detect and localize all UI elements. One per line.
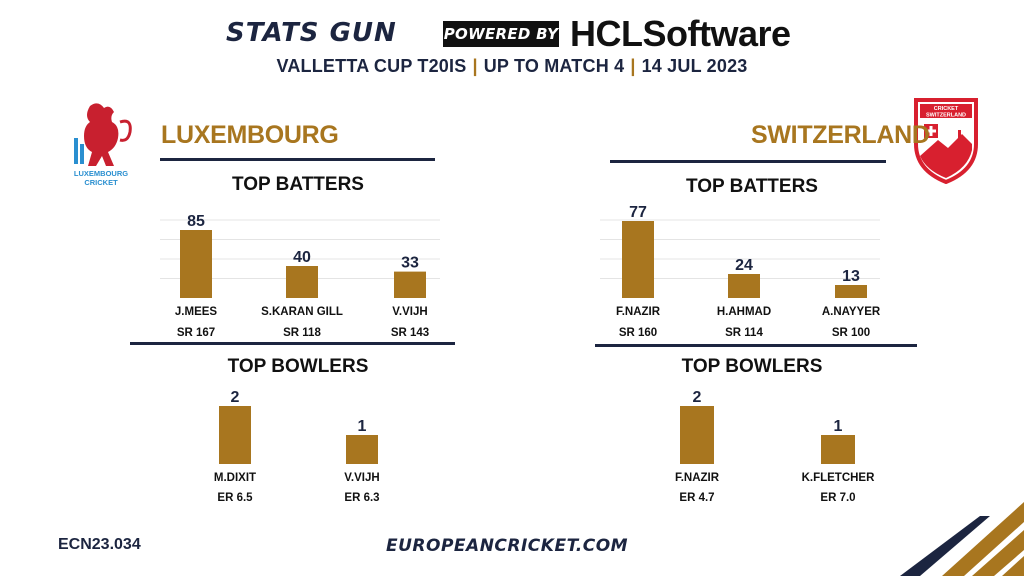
subtitle-matches: UP TO MATCH 4 [483,56,625,76]
shield-text-1: CRICKET [934,106,959,112]
rate-label: ER 4.7 [679,492,714,504]
bar [821,435,855,464]
bar [728,274,760,298]
category-label: F.NAZIR [616,306,661,318]
divider-right-top [610,160,886,163]
category-label: S.KARAN GILL [261,306,343,318]
rate-label: SR 167 [177,327,215,339]
rate-label: ER 6.5 [217,492,253,504]
category-label: V.VIJH [344,472,379,484]
bar-value-label: 77 [629,204,647,221]
team-name-luxembourg: LUXEMBOURG [161,121,339,149]
lion-crest-icon: LUXEMBOURG CRICKET [74,103,132,187]
rate-label: ER 6.3 [344,492,379,504]
subtitle-competition: VALLETTA CUP T20IS [276,56,467,76]
section-title-batters-left: TOP BATTERS [232,174,364,195]
header: STATS GUN POWERED BY HCLSoftware [0,12,1024,56]
category-label: H.AHMAD [717,306,771,318]
bar [346,435,378,464]
category-label: J.MEES [175,306,218,318]
subtitle-separator: | [630,56,636,76]
bar-value-label: 13 [842,268,860,285]
section-title-bowlers-left: TOP BOWLERS [227,356,369,377]
bar-value-label: 40 [293,249,311,266]
stats-gun-logo: STATS GUN [226,18,397,48]
bar [622,221,654,298]
hcl-software-logo: HCLSoftware [570,13,791,54]
category-label: A.NAYYER [822,306,881,318]
crest-text-1: LUXEMBOURG [74,169,128,178]
section-title-bowlers-right: TOP BOWLERS [681,356,823,377]
bar-value-label: 24 [735,257,753,274]
powered-by-badge: POWERED BY [443,21,559,47]
divider-left-mid [130,342,455,345]
shield-text-2: SWITZERLAND [926,113,966,119]
bar-value-label: 2 [693,389,702,406]
divider-left-top [160,158,435,161]
rate-label: SR 100 [832,327,870,339]
subtitle-separator: | [472,56,478,76]
rate-label: SR 114 [725,327,763,339]
bar [680,406,714,464]
divider-right-mid [595,344,917,347]
bar-value-label: 1 [358,418,367,435]
bar [394,271,426,298]
rate-label: ER 7.0 [820,492,855,504]
category-label: K.FLETCHER [802,472,876,484]
bar-value-label: 2 [231,389,240,406]
bar [835,285,867,298]
team-name-switzerland: SWITZERLAND [751,121,930,149]
page-subtitle: VALLETTA CUP T20IS | UP TO MATCH 4 | 14 JUL … [0,56,1024,77]
crest-text-2: CRICKET [84,178,118,187]
bar-value-label: 1 [834,418,843,435]
rate-label: SR 160 [619,327,657,339]
section-title-batters-right: TOP BATTERS [686,176,818,197]
bar [180,230,212,298]
corner-stripes-decoration [900,502,1024,576]
category-label: M.DIXIT [214,472,256,484]
bar [219,406,251,464]
rate-label: SR 143 [391,327,429,339]
subtitle-date: 14 JUL 2023 [641,56,748,76]
rate-label: SR 118 [283,327,321,339]
footer-url: EUROPEANCRICKET.COM [386,536,629,556]
bar [286,266,318,298]
category-label: V.VIJH [392,306,427,318]
bar-value-label: 85 [187,213,205,230]
bar-value-label: 33 [401,255,419,272]
footer-code: ECN23.034 [58,536,141,553]
category-label: F.NAZIR [675,472,720,484]
swiss-shield-icon: CRICKET SWITZERLAND [914,98,978,184]
